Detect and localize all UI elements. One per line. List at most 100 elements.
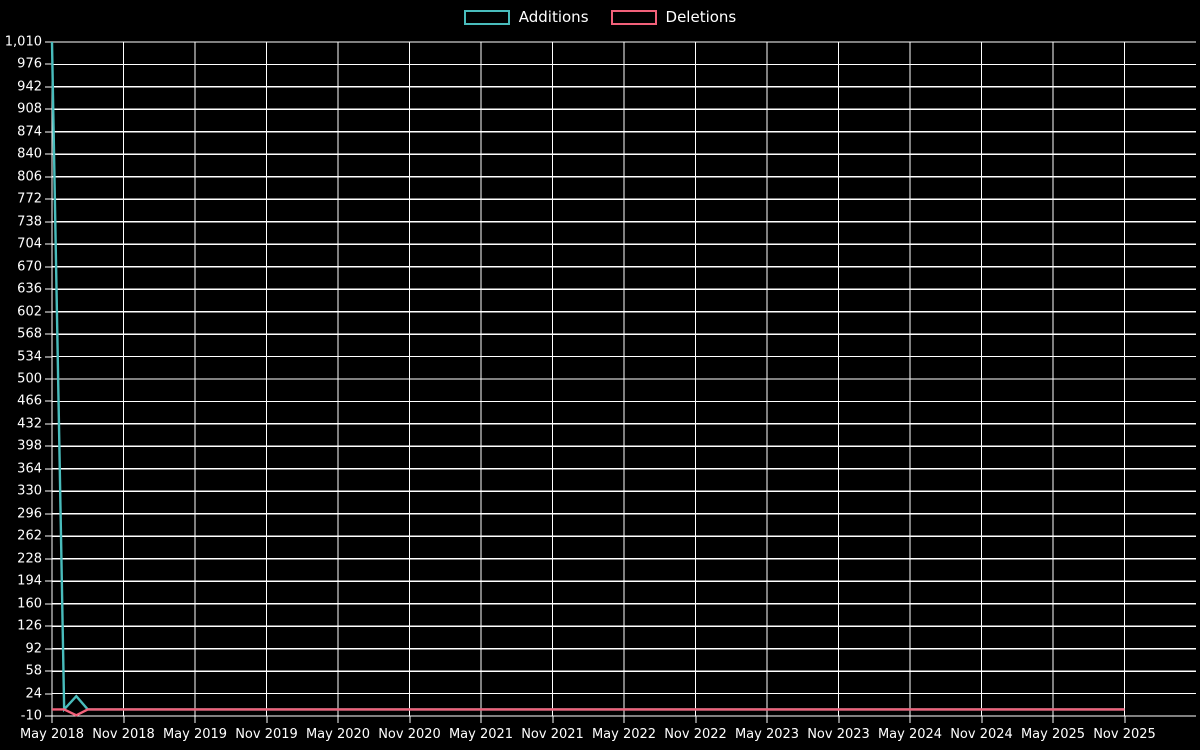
- y-tick-label: 364: [17, 461, 42, 477]
- y-tick-label: 976: [17, 56, 42, 72]
- y-tick-mark: [45, 490, 52, 492]
- x-tick-label: May 2020: [305, 727, 371, 742]
- y-tick-label: 126: [17, 618, 42, 634]
- y-tick-label: 194: [17, 573, 42, 589]
- y-tick-label: 24: [25, 686, 42, 702]
- y-tick-mark: [45, 468, 52, 470]
- x-axis: May 2018 Nov 2018 May 2019 Nov 2019 May 2020…: [0, 716, 1200, 750]
- x-tick-label: Nov 2024: [950, 727, 1013, 742]
- y-tick-label: 908: [17, 101, 42, 117]
- y-tick-label: 432: [17, 416, 42, 432]
- y-tick-mark: [45, 535, 52, 537]
- y-tick-label: 92: [25, 641, 42, 657]
- x-tick-mark: [51, 716, 53, 723]
- y-tick-mark: [45, 580, 52, 582]
- y-tick-mark: [45, 693, 52, 695]
- y-tick-mark: [45, 221, 52, 223]
- x-tick-label: May 2024: [877, 727, 943, 742]
- y-tick-label: 704: [17, 236, 42, 252]
- y-axis: 1,010 976 942 908 874 840 806 772 738 704 670 636 60…: [0, 36, 52, 723]
- x-tick-mark: [552, 716, 553, 723]
- y-tick-label: -10: [20, 708, 42, 724]
- y-tick-mark: [45, 41, 52, 43]
- y-tick-mark: [45, 63, 52, 65]
- y-tick-mark: [45, 625, 52, 627]
- y-tick-label: 602: [17, 304, 42, 320]
- x-tick-mark: [194, 716, 196, 723]
- x-tick-mark: [695, 716, 696, 723]
- y-tick-mark: [45, 445, 52, 447]
- y-tick-mark: [45, 288, 52, 290]
- y-tick-label: 874: [17, 124, 42, 140]
- y-tick-label: 806: [17, 169, 42, 185]
- x-tick-label: May 2022: [591, 727, 657, 742]
- y-tick-label: 942: [17, 79, 42, 95]
- y-tick-mark: [45, 243, 52, 245]
- series-line-additions: [50, 41, 1125, 713]
- y-tick-mark: [45, 153, 52, 155]
- chart-series-layer: [50, 41, 1125, 717]
- legend-item-deletions[interactable]: Deletions: [610, 7, 737, 26]
- y-tick-mark: [45, 356, 52, 358]
- x-tick-label: Nov 2018: [92, 727, 155, 742]
- y-tick-label: 738: [17, 214, 42, 230]
- x-tick-mark: [409, 716, 410, 723]
- legend-swatch-additions: [463, 9, 510, 25]
- y-tick-mark: [45, 670, 52, 672]
- series-line-deletions: [52, 708, 1125, 717]
- y-tick-mark: [45, 333, 52, 335]
- y-tick-label: 840: [17, 146, 42, 162]
- legend-label-deletions: Deletions: [665, 7, 737, 26]
- legend-item-additions[interactable]: Additions: [463, 7, 589, 26]
- x-tick-label: May 2019: [162, 727, 228, 742]
- x-tick-mark: [623, 716, 625, 723]
- y-tick-mark: [45, 603, 52, 605]
- y-tick-mark: [45, 176, 52, 178]
- x-tick-label: May 2023: [734, 727, 800, 742]
- y-tick-label: 398: [17, 438, 42, 454]
- y-tick-label: 466: [17, 393, 42, 409]
- x-tick-mark: [1124, 716, 1125, 723]
- chart-legend: Additions Deletions: [0, 0, 1200, 34]
- y-tick-label: 772: [17, 191, 42, 207]
- x-tick-label: Nov 2023: [807, 727, 870, 742]
- y-tick-label: 58: [25, 663, 42, 679]
- y-tick-label: 160: [17, 596, 42, 612]
- y-tick-mark: [45, 108, 52, 110]
- x-tick-mark: [480, 716, 482, 723]
- y-tick-label: 330: [17, 483, 42, 499]
- y-tick-mark: [45, 558, 52, 560]
- y-tick-label: 228: [17, 551, 42, 567]
- y-tick-label: 1,010: [4, 34, 42, 50]
- y-tick-label: 568: [17, 326, 42, 342]
- x-tick-mark: [123, 716, 124, 723]
- y-tick-label: 636: [17, 281, 42, 297]
- y-tick-mark: [45, 86, 52, 88]
- x-tick-mark: [981, 716, 982, 723]
- chart-gridlines: [51, 41, 1196, 717]
- y-tick-mark: [45, 513, 52, 515]
- x-tick-mark: [766, 716, 768, 723]
- y-tick-label: 296: [17, 506, 42, 522]
- y-tick-mark: [45, 423, 52, 425]
- y-tick-mark: [45, 198, 52, 200]
- y-tick-mark: [45, 378, 52, 380]
- y-tick-mark: [45, 648, 52, 650]
- plot-area: [50, 41, 1196, 717]
- x-tick-label: May 2025: [1020, 727, 1086, 742]
- y-tick-label: 500: [17, 371, 42, 387]
- y-tick-mark: [45, 715, 52, 717]
- y-tick-mark: [45, 311, 52, 313]
- x-tick-label: Nov 2021: [521, 727, 584, 742]
- legend-label-additions: Additions: [518, 7, 589, 26]
- x-tick-mark: [266, 716, 267, 723]
- y-tick-label: 670: [17, 259, 42, 275]
- x-tick-label: May 2021: [448, 727, 514, 742]
- x-tick-mark: [909, 716, 911, 723]
- x-tick-mark: [1052, 716, 1054, 723]
- y-tick-label: 534: [17, 349, 42, 365]
- x-tick-label: Nov 2019: [235, 727, 298, 742]
- x-tick-mark: [337, 716, 339, 723]
- x-tick-label: Nov 2020: [378, 727, 441, 742]
